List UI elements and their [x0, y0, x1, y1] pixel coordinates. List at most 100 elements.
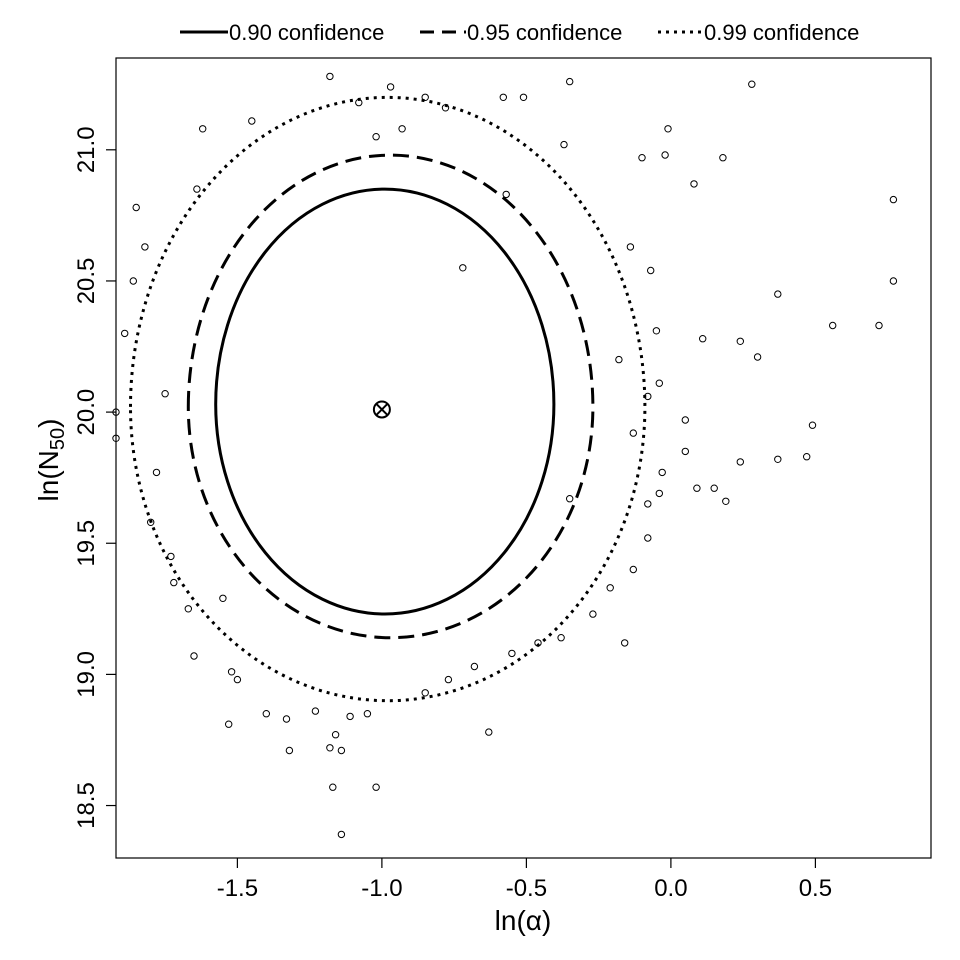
scatter-point [112, 434, 120, 442]
scatter-point [829, 321, 837, 330]
scatter-points [112, 72, 898, 839]
scatter-point [346, 712, 354, 721]
scatter-point [519, 93, 528, 102]
ellipse-dotted [128, 95, 647, 703]
scatter-point [875, 321, 883, 330]
scatter-point [566, 495, 574, 503]
scatter-point [193, 185, 201, 193]
center-marker [372, 400, 391, 419]
ellipse-solid [214, 187, 556, 616]
scatter-point [681, 447, 689, 456]
scatter-point [736, 458, 744, 466]
scatter-point [661, 151, 669, 159]
y-axis: 18.5 19.0 19.5 20.0 20.5 21.0 [73, 126, 116, 829]
scatter-point [421, 93, 429, 102]
scatter-point [710, 484, 718, 492]
scatter-point [121, 329, 129, 338]
confidence-ellipses [128, 95, 647, 703]
scatter-point [658, 468, 666, 477]
scatter-point [337, 830, 346, 839]
scatter-point [508, 649, 516, 658]
x-axis: -1.5 -1.0 -0.5 0.0 0.5 [217, 858, 832, 902]
scatter-point [502, 190, 510, 199]
scatter-point [326, 744, 334, 752]
scatter-point [331, 731, 340, 739]
scatter-point [129, 277, 138, 285]
scatter-point [589, 610, 597, 618]
scatter-point [681, 416, 689, 424]
y-axis-label: ln(N50) [33, 419, 69, 502]
scatter-point [311, 707, 320, 715]
scatter-point [652, 327, 661, 335]
scatter-point [655, 489, 663, 498]
scatter-point [748, 80, 756, 88]
x-tick-label: 0.0 [654, 875, 687, 902]
scatter-point [386, 83, 395, 91]
scatter-point [152, 468, 161, 477]
plot-frame [115, 57, 932, 859]
scatter-point [285, 746, 294, 755]
y-axis-label-prefix: ln(N [33, 450, 64, 501]
scatter-point [499, 93, 507, 102]
scatter-point [774, 290, 782, 298]
scatter-point [557, 634, 565, 642]
scatter-point [644, 500, 652, 508]
scatter-point [167, 552, 175, 561]
scatter-point [444, 675, 453, 684]
scatter-point [647, 266, 655, 275]
scatter-point [889, 277, 898, 285]
scatter-point [615, 355, 623, 364]
scatter-point [421, 689, 429, 697]
x-tick-label: 0.5 [799, 875, 832, 902]
scatter-point [161, 390, 169, 398]
scatter-point [233, 675, 242, 684]
scatter-point [889, 195, 898, 204]
scatter-point [736, 337, 744, 345]
scatter-point [638, 154, 646, 162]
scatter-point [363, 710, 372, 718]
scatter-point [227, 668, 236, 676]
scatter-point [699, 335, 707, 343]
scatter-point [184, 605, 193, 613]
scatter-point [621, 639, 629, 647]
y-axis-label-subscript: 50 [47, 428, 69, 450]
y-tick-label: 19.0 [73, 651, 100, 698]
center-cross-b [375, 403, 389, 416]
y-tick-label: 20.0 [73, 389, 100, 436]
scatter-point [629, 565, 637, 574]
scatter-point [190, 652, 198, 660]
y-tick-label: 19.5 [73, 520, 100, 567]
scatter-point [606, 584, 614, 592]
x-tick-label: -1.0 [361, 875, 402, 902]
scatter-point [644, 534, 652, 542]
x-axis-label: ln(α) [495, 905, 552, 936]
scatter-point [470, 662, 479, 671]
legend-label-090: 0.90 confidence [229, 20, 384, 45]
scatter-point [329, 783, 337, 791]
scatter-point [326, 72, 334, 81]
x-tick-label: -0.5 [506, 875, 547, 902]
scatter-point [248, 117, 256, 125]
scatter-point [655, 379, 663, 387]
scatter-point [774, 455, 782, 463]
scatter-point [398, 125, 406, 133]
scatter-point [282, 715, 291, 723]
scatter-point [753, 353, 762, 361]
scatter-point [719, 154, 727, 162]
scatter-point [225, 720, 233, 728]
ellipse-dashed [186, 153, 595, 640]
legend-label-095: 0.95 confidence [467, 20, 622, 45]
scatter-point [560, 140, 568, 149]
scatter-point [372, 783, 380, 791]
scatter-point [626, 243, 635, 251]
scatter-point [629, 429, 637, 437]
scatter-point [132, 203, 140, 212]
y-tick-label: 18.5 [73, 782, 100, 829]
scatter-point [170, 578, 178, 587]
scatter-point [262, 710, 270, 718]
scatter-point [664, 125, 672, 133]
x-tick-label: -1.5 [217, 875, 258, 902]
scatter-point [372, 133, 380, 141]
scatter-point [141, 243, 149, 251]
